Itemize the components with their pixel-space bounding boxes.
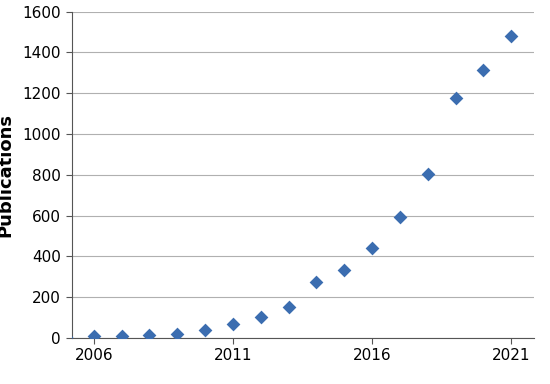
Point — [117, 333, 126, 339]
Point — [201, 327, 210, 333]
Point — [479, 66, 488, 73]
Point — [312, 279, 321, 285]
Point — [228, 321, 237, 327]
Point — [424, 170, 432, 177]
Point — [145, 332, 154, 338]
Point — [368, 245, 377, 251]
Point — [89, 333, 98, 339]
Point — [173, 331, 182, 337]
Point — [395, 214, 404, 220]
Point — [256, 313, 265, 319]
Point — [507, 33, 516, 39]
Point — [62, 334, 70, 340]
Point — [451, 95, 460, 101]
Point — [340, 266, 349, 273]
Point — [284, 304, 293, 310]
Y-axis label: Publications: Publications — [0, 113, 14, 237]
